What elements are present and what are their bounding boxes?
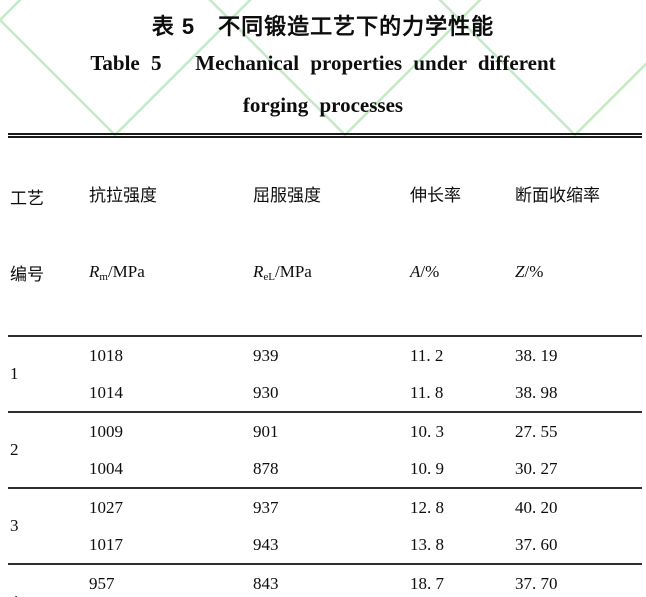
- table-row: 4 957 843 18. 7 37. 70: [8, 564, 642, 597]
- cell-rm-value: 1017: [89, 534, 123, 554]
- cell-a-value: 11. 2: [410, 345, 444, 365]
- cell-a-value: 10. 3: [410, 421, 444, 441]
- table-row: 1 1018 939 11. 2 38. 19: [8, 336, 642, 383]
- cell-a-value: 18. 7: [410, 573, 444, 593]
- col-header-process-no: 工艺 编号: [8, 136, 87, 337]
- cell-rel-value: 943: [253, 534, 279, 554]
- cell-rm-value: 1027: [89, 497, 123, 517]
- header-symbol: Rm/MPa: [89, 262, 145, 283]
- cell-rm-value: 1009: [89, 421, 123, 441]
- cell-rel-value: 930: [253, 382, 279, 402]
- col-header-elongation: 伸长率 A/%: [408, 136, 513, 337]
- table-title-english-line2: forging processes: [242, 93, 404, 117]
- cell-rel-value: 878: [253, 458, 279, 478]
- col-header-tensile-strength: 抗拉强度 Rm/MPa: [87, 136, 251, 337]
- process-number: 4: [8, 564, 87, 597]
- header-symbol: A/%: [410, 262, 440, 281]
- table-row: 3 1027 937 12. 8 40. 20: [8, 488, 642, 535]
- cell-z-value: 37. 60: [515, 534, 558, 554]
- cell-a-value: 13. 8: [410, 534, 444, 554]
- table-row: 1004 878 10. 9 30. 27: [8, 450, 642, 488]
- cell-a-value: 10. 9: [410, 458, 444, 478]
- process-number: 1: [10, 364, 19, 383]
- header-row: 工艺 编号 抗拉强度 Rm/MPa 屈服强度 ReL/MPa 伸长率 A/% 断…: [8, 136, 642, 337]
- header-label: 伸长率: [410, 186, 461, 205]
- mechanical-properties-table: 工艺 编号 抗拉强度 Rm/MPa 屈服强度 ReL/MPa 伸长率 A/% 断…: [8, 133, 642, 597]
- header-symbol: ReL/MPa: [253, 262, 312, 283]
- process-number: 2: [10, 440, 19, 459]
- header-symbol: Z/%: [515, 262, 544, 281]
- cell-rm-value: 1004: [89, 458, 123, 478]
- cell-z-value: 37. 70: [515, 573, 558, 593]
- table-row: 1014 930 11. 8 38. 98: [8, 374, 642, 412]
- cell-z-value: 38. 98: [515, 382, 558, 402]
- header-label: 屈服强度: [253, 186, 321, 205]
- cell-rel-value: 939: [253, 345, 279, 365]
- cell-z-value: 40. 20: [515, 497, 558, 517]
- header-label: 断面收缩率: [515, 186, 600, 205]
- table-row: 2 1009 901 10. 3 27. 55: [8, 412, 642, 459]
- cell-z-value: 38. 19: [515, 345, 558, 365]
- table-header: 工艺 编号 抗拉强度 Rm/MPa 屈服强度 ReL/MPa 伸长率 A/% 断…: [8, 136, 642, 337]
- table-row: 1017 943 13. 8 37. 60: [8, 526, 642, 564]
- cell-a-value: 11. 8: [410, 382, 444, 402]
- cell-rel-value: 937: [253, 497, 279, 517]
- cell-rm-value: 1014: [89, 382, 123, 402]
- header-label: 工艺: [10, 188, 44, 208]
- header-label: 抗拉强度: [89, 186, 157, 205]
- cell-z-value: 30. 27: [515, 458, 558, 478]
- col-header-reduction-of-area: 断面收缩率 Z/%: [513, 136, 642, 337]
- table-title-english-line1: Table 5 Mechanical properties under diff…: [90, 51, 556, 75]
- table-title-chinese: 表 5 不同锻造工艺下的力学性能: [151, 14, 495, 39]
- cell-rm-value: 1018: [89, 345, 123, 365]
- table-body: 1 1018 939 11. 2 38. 19 1014 930 11. 8 3…: [8, 336, 642, 597]
- cell-rm-value: 957: [89, 573, 115, 593]
- cell-z-value: 27. 55: [515, 421, 558, 441]
- col-header-yield-strength: 屈服强度 ReL/MPa: [251, 136, 408, 337]
- cell-rel-value: 901: [253, 421, 279, 441]
- process-number: 3: [10, 516, 19, 535]
- cell-a-value: 12. 8: [410, 497, 444, 517]
- cell-rel-value: 843: [253, 573, 279, 593]
- header-label: 编号: [10, 264, 44, 284]
